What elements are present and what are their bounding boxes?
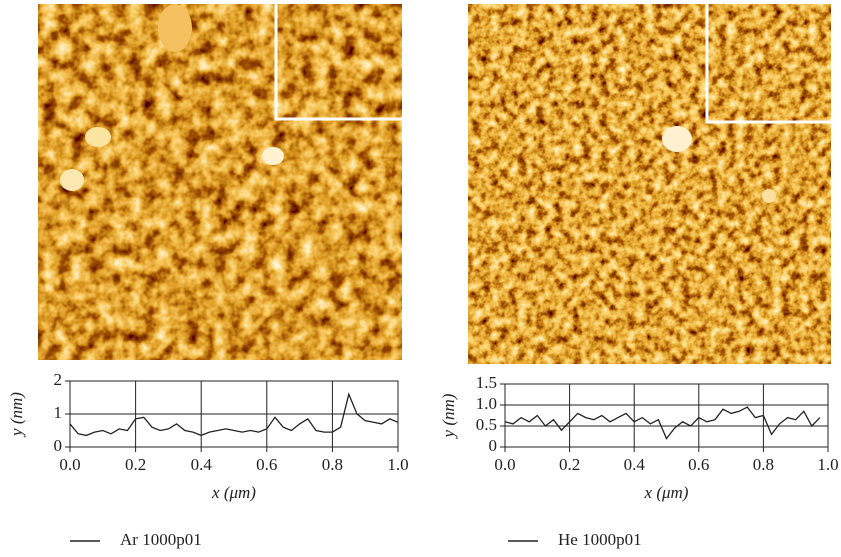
x-axis-label: x (μm) <box>211 483 256 502</box>
profile-line <box>504 406 821 440</box>
afm-feature <box>158 4 192 52</box>
y-tick-label: 1 <box>54 403 63 422</box>
y-tick-label: 0.5 <box>476 415 497 434</box>
legend-label: He 1000p01 <box>558 530 642 549</box>
x-tick-label: 0.2 <box>125 455 146 474</box>
x-tick-label: 0.0 <box>59 455 80 474</box>
y-tick-label: 0 <box>54 436 63 455</box>
afm-feature <box>262 147 284 165</box>
x-tick-label: 0.8 <box>322 455 343 474</box>
x-tick-label: 0.4 <box>624 455 646 474</box>
x-tick-label: 1.0 <box>817 455 838 474</box>
x-tick-label: 0.8 <box>753 455 774 474</box>
y-tick-label: 2 <box>54 370 63 389</box>
x-tick-label: 0.2 <box>559 455 580 474</box>
afm-image <box>468 4 831 364</box>
profile-line <box>69 392 399 437</box>
x-tick-label: 0.4 <box>191 455 213 474</box>
y-tick-label: 1.5 <box>476 373 497 392</box>
inset-frame <box>274 4 402 121</box>
y-axis-label: y (nm) <box>439 393 458 439</box>
afm-feature <box>60 169 84 191</box>
afm-feature <box>762 189 776 203</box>
y-tick-label: 0 <box>489 436 498 455</box>
afm-feature <box>85 127 111 147</box>
x-tick-label: 0.0 <box>494 455 515 474</box>
y-axis-label: y (nm) <box>7 392 26 438</box>
inset-frame <box>705 4 831 124</box>
legend-label: Ar 1000p01 <box>120 530 202 549</box>
x-axis-label: x (μm) <box>644 483 689 502</box>
x-tick-label: 0.6 <box>688 455 709 474</box>
x-tick-label: 0.6 <box>256 455 277 474</box>
afm-image <box>38 4 402 360</box>
x-tick-label: 1.0 <box>387 455 408 474</box>
afm-feature <box>662 126 692 152</box>
y-tick-label: 1.0 <box>476 394 497 413</box>
